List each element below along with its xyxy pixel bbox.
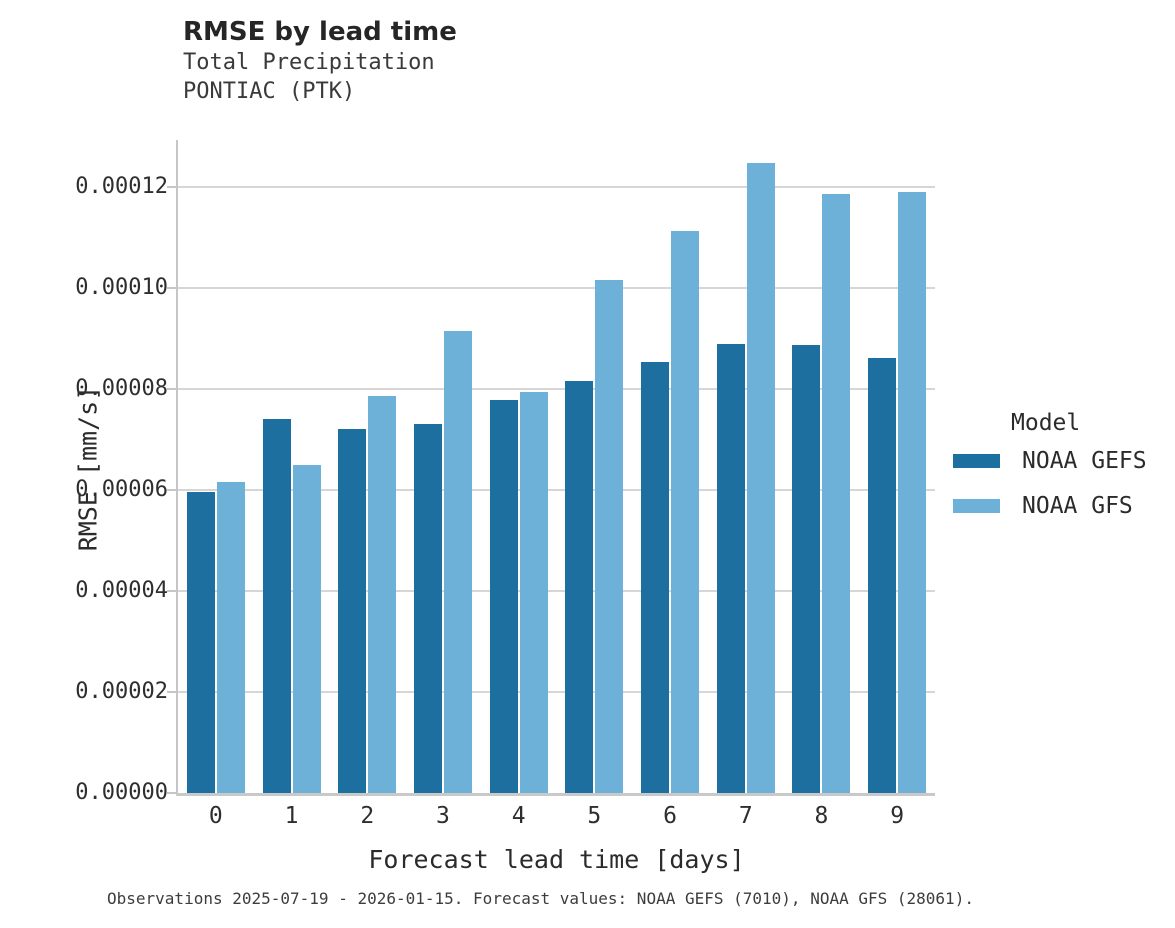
x-tick-label-day-6: 6 [663, 803, 677, 829]
y-tick-mark [167, 691, 176, 693]
bar-noaa-gfs-day-8 [822, 194, 851, 793]
bar-noaa-gefs-day-4 [489, 400, 518, 793]
legend-title: Model [1011, 410, 1081, 436]
bar-noaa-gfs-day-6 [671, 231, 700, 793]
bar-noaa-gefs-day-7 [716, 344, 745, 793]
x-tick-label-day-0: 0 [208, 803, 223, 829]
y-tick-label: 0.00008 [75, 376, 168, 401]
chart-subtitle-station: PONTIAC (PTK) [183, 79, 356, 104]
gridline-0.00006 [178, 489, 935, 491]
bar-noaa-gfs-day-1 [292, 465, 321, 793]
bar-noaa-gefs-day-3 [413, 424, 442, 793]
gridline-0.00010 [178, 287, 935, 289]
chart-subtitle-variable: Total Precipitation [183, 50, 435, 75]
x-tick-label-day-1: 1 [284, 803, 299, 829]
bar-noaa-gefs-day-2 [338, 429, 367, 793]
caption: Observations 2025-07-19 - 2026-01-15. Fo… [107, 889, 974, 908]
chart-title: RMSE by lead time [183, 17, 457, 47]
bar-noaa-gefs-day-0 [186, 492, 215, 793]
bar-noaa-gfs-day-7 [746, 163, 775, 793]
bar-noaa-gefs-day-5 [565, 381, 594, 793]
bar-noaa-gfs-day-4 [519, 392, 548, 793]
y-axis-title: RMSE [mm/s] [73, 385, 103, 552]
gridline-0.00004 [178, 590, 935, 592]
legend: Model NOAA GEFS NOAA GFS [953, 410, 1147, 538]
legend-swatch-noaa-gfs [953, 499, 1000, 513]
bar-noaa-gefs-day-9 [868, 358, 897, 793]
bar-noaa-gfs-day-5 [595, 280, 624, 793]
y-tick-label: 0.00006 [75, 477, 168, 502]
x-tick-label-day-3: 3 [436, 803, 450, 829]
bar-noaa-gefs-day-8 [792, 345, 821, 793]
y-tick-label: 0.00002 [75, 679, 168, 704]
legend-entry-noaa-gefs: NOAA GEFS [953, 448, 1147, 474]
y-tick-label: 0.00004 [75, 578, 168, 603]
x-tick-label-day-5: 5 [587, 803, 602, 829]
x-axis-spine [176, 793, 935, 796]
x-axis-title: Forecast lead time [days] [368, 845, 745, 874]
bar-noaa-gfs-day-2 [368, 396, 397, 793]
y-tick-mark [167, 186, 176, 188]
gridline-0.00002 [178, 691, 935, 693]
x-tick-label-day-8: 8 [814, 803, 829, 829]
bar-noaa-gfs-day-0 [216, 482, 245, 793]
x-tick-label-day-7: 7 [738, 803, 753, 829]
y-tick-mark [167, 590, 176, 592]
y-tick-label: 0.00012 [75, 174, 168, 199]
bar-noaa-gefs-day-6 [641, 362, 670, 793]
y-tick-mark [167, 792, 176, 794]
bar-noaa-gfs-day-9 [898, 192, 927, 793]
y-tick-mark [167, 489, 176, 491]
gridline-0.00012 [178, 186, 935, 188]
bar-noaa-gfs-day-3 [443, 331, 472, 793]
legend-label-noaa-gfs: NOAA GFS [1022, 493, 1133, 519]
x-tick-label-day-9: 9 [890, 803, 905, 829]
plot-area [176, 140, 935, 796]
gridline-0.00008 [178, 388, 935, 390]
x-tick-label-day-2: 2 [360, 803, 375, 829]
y-tick-mark [167, 388, 176, 390]
bar-noaa-gefs-day-1 [262, 419, 291, 793]
legend-entry-noaa-gfs: NOAA GFS [953, 493, 1147, 519]
y-axis-spine [176, 140, 178, 795]
chart-header: RMSE by lead time Total Precipitation PO… [183, 16, 457, 106]
legend-swatch-noaa-gefs [953, 454, 1000, 468]
x-tick-label-day-4: 4 [511, 803, 526, 829]
y-tick-label: 0.00010 [75, 275, 168, 300]
y-tick-mark [167, 287, 176, 289]
y-tick-label: 0.00000 [75, 780, 168, 805]
legend-label-noaa-gefs: NOAA GEFS [1022, 448, 1147, 474]
